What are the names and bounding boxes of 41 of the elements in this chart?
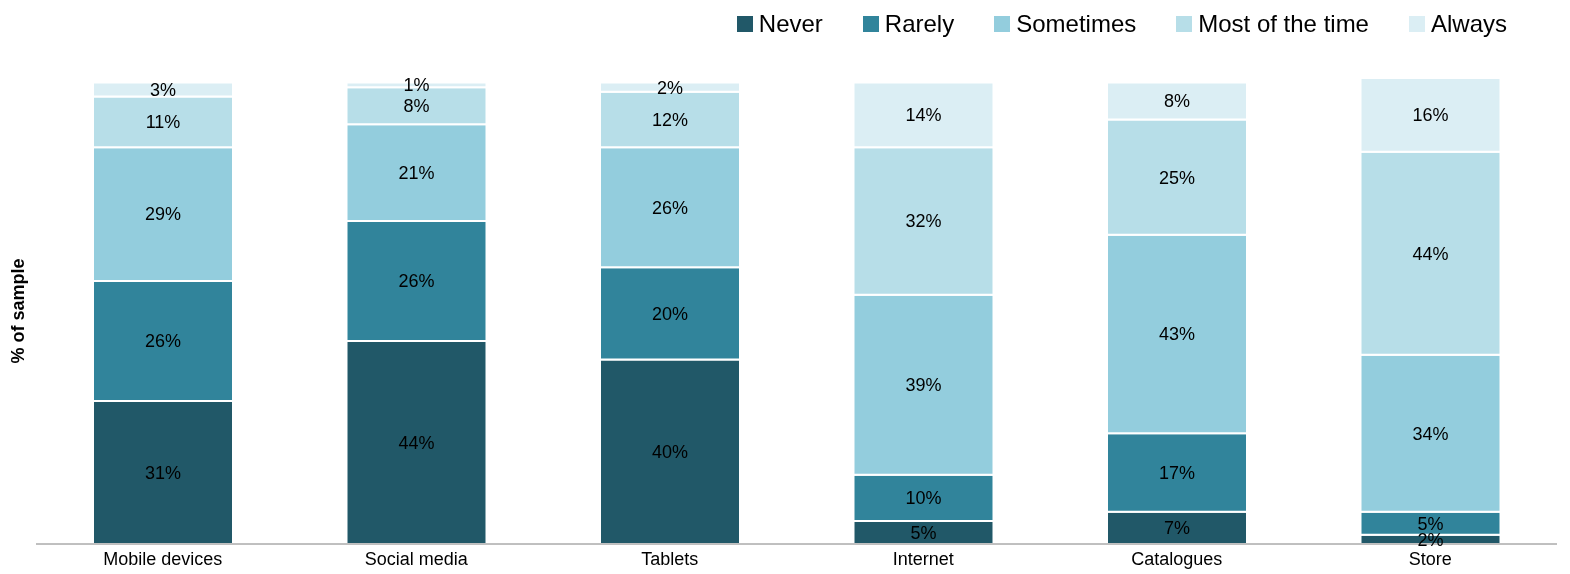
data-label: 1% [403,75,430,96]
data-label: 8% [403,96,430,117]
legend-label: Never [757,10,823,38]
data-label: 7% [1163,518,1191,539]
legend-label: Always [1429,10,1507,38]
data-label: 26% [651,197,689,218]
data-label: 26% [144,331,182,352]
x-tick-label: Mobile devices [103,548,223,569]
data-label: 29% [144,204,182,225]
data-label: 2% [656,77,684,98]
data-label: 20% [651,303,689,324]
data-label: 21% [398,162,435,183]
data-label: 8% [1163,91,1191,112]
legend-label: Sometimes [1015,10,1137,38]
data-label: 31% [144,462,182,483]
data-label: 40% [651,442,689,463]
x-tick-label: Internet [892,548,954,569]
data-label: 14% [905,105,942,126]
legend-label: Rarely [883,10,955,38]
x-tick-label: Social media [364,548,469,569]
data-label: 16% [1412,105,1449,126]
data-label: 12% [651,109,689,130]
data-label: 3% [149,79,177,100]
data-label: 44% [398,432,435,453]
x-tick-label: Tablets [641,548,699,569]
data-label: 17% [1158,462,1196,483]
data-label: 32% [905,211,942,232]
data-label: 11% [145,112,181,133]
data-label: 39% [905,375,942,396]
x-tick-label: Store [1408,548,1452,569]
data-label: 10% [905,488,942,509]
data-label: 44% [1412,243,1449,264]
data-label: 34% [1412,423,1449,444]
data-label: 5% [1417,513,1444,534]
data-label: 43% [1158,324,1196,345]
legend-label: Most of the time [1197,10,1369,38]
data-label: 5% [910,522,937,543]
data-label: 26% [398,271,435,292]
y-axis-title: % of sample [8,258,29,364]
data-label: 25% [1158,167,1196,188]
x-tick-label: Catalogues [1131,548,1223,569]
